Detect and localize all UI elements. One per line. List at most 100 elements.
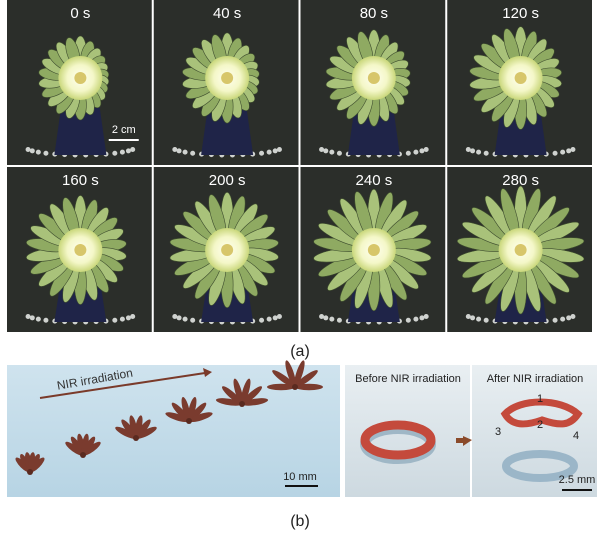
light-dot	[413, 150, 418, 155]
light-dot	[112, 151, 117, 156]
time-label: 240 s	[356, 172, 393, 189]
photo-frame: 280 s	[447, 167, 592, 332]
scale-bar-label: 10 mm	[283, 471, 317, 483]
light-dot	[419, 148, 424, 153]
light-dot	[323, 315, 328, 320]
light-dot	[183, 150, 188, 155]
after-title: After NIR irradiation	[487, 373, 584, 385]
light-dot	[406, 151, 411, 156]
point-label: 1	[537, 393, 543, 405]
photo-frame: 240 s	[301, 167, 446, 332]
flower-core	[74, 244, 86, 256]
flower-center	[80, 452, 86, 458]
figure: 0 s2 cm40 s80 s 120 s 160 s 200 s 240 s 280 s…	[0, 0, 601, 534]
light-dot	[406, 318, 411, 323]
light-dot	[570, 314, 575, 319]
photo-frame: 80 s	[301, 0, 446, 165]
light-dot	[26, 314, 31, 319]
panel-b-left: NIR irradiation 10 mm	[7, 359, 340, 497]
light-dot	[259, 318, 264, 323]
light-dot	[466, 147, 471, 152]
time-label: 120 s	[502, 5, 539, 22]
flower-center	[239, 401, 245, 407]
light-dot	[319, 147, 324, 152]
petal	[295, 384, 323, 390]
light-dot	[177, 315, 182, 320]
time-label: 280 s	[502, 172, 539, 189]
flower-center	[292, 384, 298, 390]
light-dot	[337, 151, 342, 156]
scale-bar-label: 2 cm	[112, 124, 136, 136]
panel-b-right: Before NIR irradiation After NIR irradia…	[345, 365, 597, 497]
light-dot	[476, 317, 481, 322]
light-dot	[130, 147, 135, 152]
light-dot	[190, 318, 195, 323]
light-dot	[466, 314, 471, 319]
light-dot	[112, 318, 117, 323]
light-dot	[30, 315, 35, 320]
panel-label: (a)	[290, 343, 310, 360]
light-dot	[323, 148, 328, 153]
light-dot	[36, 317, 41, 322]
flower-core	[221, 244, 233, 256]
light-dot	[30, 148, 35, 153]
light-dot	[329, 150, 334, 155]
flower-core	[221, 72, 233, 84]
light-dot	[419, 315, 424, 320]
light-dot	[476, 150, 481, 155]
light-dot	[273, 148, 278, 153]
light-dot	[267, 150, 272, 155]
light-dot	[177, 148, 182, 153]
light-dot	[277, 314, 282, 319]
light-dot	[329, 317, 334, 322]
before-title: Before NIR irradiation	[355, 373, 461, 385]
flower-core	[74, 72, 86, 84]
light-dot	[413, 317, 418, 322]
point-label: 4	[573, 430, 579, 442]
panel-label: (b)	[290, 513, 310, 530]
light-dot	[36, 150, 41, 155]
photo-frame: 40 s	[154, 0, 299, 165]
point-label: 2	[537, 419, 543, 431]
flower-core	[515, 244, 527, 256]
light-dot	[172, 314, 177, 319]
light-dot	[470, 148, 475, 153]
light-dot	[484, 151, 489, 156]
light-dot	[470, 315, 475, 320]
light-dot	[319, 314, 324, 319]
light-dot	[566, 315, 571, 320]
time-label: 200 s	[209, 172, 246, 189]
light-dot	[560, 317, 565, 322]
light-dot	[26, 147, 31, 152]
flower-core	[515, 72, 527, 84]
light-dot	[553, 318, 558, 323]
light-dot	[120, 317, 125, 322]
light-dot	[560, 150, 565, 155]
light-dot	[43, 318, 48, 323]
light-dot	[183, 317, 188, 322]
arrow	[456, 438, 464, 443]
light-dot	[337, 318, 342, 323]
flower-core	[368, 72, 380, 84]
light-dot	[126, 148, 131, 153]
light-dot	[267, 317, 272, 322]
photo-frame: 0 s2 cm	[7, 0, 152, 165]
photo-frame: 160 s	[7, 167, 152, 332]
scale-bar-label: 2.5 mm	[559, 474, 596, 486]
light-dot	[566, 148, 571, 153]
light-dot	[273, 315, 278, 320]
light-dot	[424, 314, 429, 319]
light-dot	[484, 318, 489, 323]
time-label: 160 s	[62, 172, 99, 189]
light-dot	[120, 150, 125, 155]
flower-center	[186, 418, 192, 424]
flower-core	[368, 244, 380, 256]
light-dot	[43, 151, 48, 156]
flower-center	[27, 469, 33, 475]
photo-frame: 120 s	[447, 0, 592, 165]
light-dot	[130, 314, 135, 319]
light-dot	[259, 151, 264, 156]
light-dot	[172, 147, 177, 152]
light-dot	[424, 147, 429, 152]
